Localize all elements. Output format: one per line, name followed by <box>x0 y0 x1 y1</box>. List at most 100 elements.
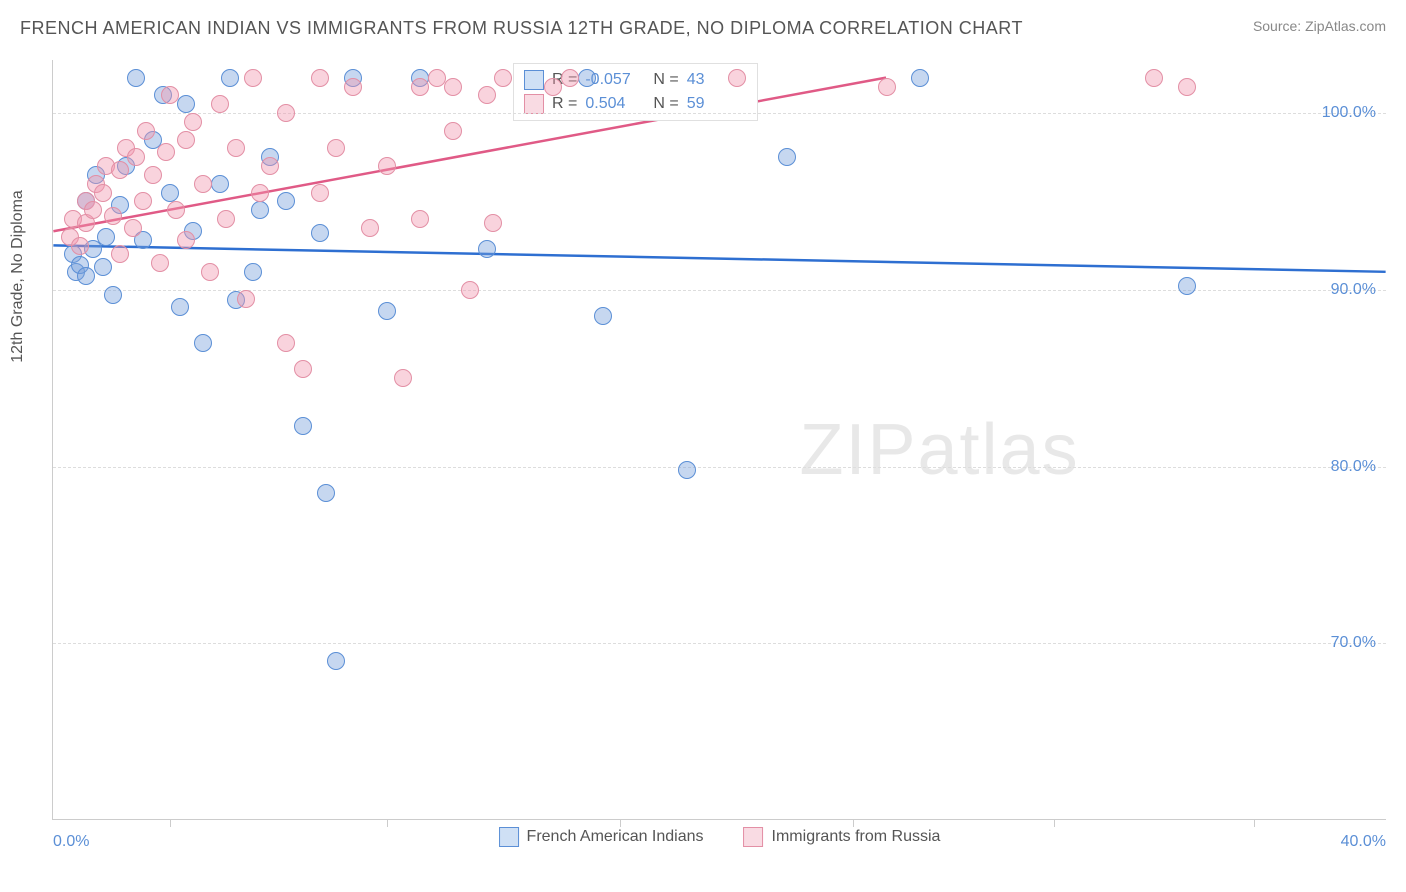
data-point <box>177 131 195 149</box>
data-point <box>411 78 429 96</box>
data-point <box>194 334 212 352</box>
data-point <box>378 157 396 175</box>
data-point <box>728 69 746 87</box>
data-point <box>484 214 502 232</box>
data-point <box>311 69 329 87</box>
data-point <box>478 86 496 104</box>
data-point <box>428 69 446 87</box>
x-axis-min-label: 0.0% <box>53 833 89 851</box>
data-point <box>444 78 462 96</box>
data-point <box>311 184 329 202</box>
data-point <box>124 219 142 237</box>
data-point <box>878 78 896 96</box>
data-point <box>94 184 112 202</box>
legend-swatch <box>524 70 544 90</box>
data-point <box>104 286 122 304</box>
data-point <box>84 201 102 219</box>
data-point <box>144 166 162 184</box>
data-point <box>1145 69 1163 87</box>
data-point <box>161 184 179 202</box>
data-point <box>171 298 189 316</box>
data-point <box>277 192 295 210</box>
gridline <box>53 643 1386 644</box>
legend-swatch <box>744 827 764 847</box>
data-point <box>201 263 219 281</box>
data-point <box>394 369 412 387</box>
legend-label: French American Indians <box>527 828 704 846</box>
data-point <box>157 143 175 161</box>
n-label: N = <box>653 68 678 92</box>
scatter-plot-area: 12th Grade, No Diploma ZIPatlas 0.0% 40.… <box>52 60 1386 820</box>
data-point <box>211 175 229 193</box>
data-point <box>678 461 696 479</box>
data-point <box>177 95 195 113</box>
y-tick-label: 70.0% <box>1331 634 1376 652</box>
data-point <box>211 95 229 113</box>
data-point <box>294 417 312 435</box>
data-point <box>227 139 245 157</box>
data-point <box>177 231 195 249</box>
data-point <box>244 69 262 87</box>
data-point <box>244 263 262 281</box>
data-point <box>167 201 185 219</box>
data-point <box>544 78 562 96</box>
gridline <box>53 113 1386 114</box>
data-point <box>277 334 295 352</box>
data-point <box>94 258 112 276</box>
legend-item: French American Indians <box>499 827 704 847</box>
data-point <box>261 157 279 175</box>
data-point <box>1178 78 1196 96</box>
x-tick <box>1254 819 1255 827</box>
data-point <box>327 139 345 157</box>
data-point <box>251 201 269 219</box>
legend-swatch <box>499 827 519 847</box>
y-tick-label: 90.0% <box>1331 281 1376 299</box>
data-point <box>251 184 269 202</box>
data-point <box>344 78 362 96</box>
x-tick <box>387 819 388 827</box>
series-legend: French American Indians Immigrants from R… <box>499 827 941 847</box>
legend-swatch <box>524 94 544 114</box>
data-point <box>104 207 122 225</box>
x-tick <box>620 819 621 827</box>
data-point <box>97 228 115 246</box>
data-point <box>578 69 596 87</box>
data-point <box>778 148 796 166</box>
data-point <box>77 267 95 285</box>
data-point <box>317 484 335 502</box>
data-point <box>494 69 512 87</box>
x-axis-max-label: 40.0% <box>1341 833 1386 851</box>
data-point <box>561 69 579 87</box>
watermark-atlas: atlas <box>917 410 1079 490</box>
gridline <box>53 467 1386 468</box>
data-point <box>327 652 345 670</box>
data-point <box>277 104 295 122</box>
data-point <box>111 161 129 179</box>
legend-item: Immigrants from Russia <box>744 827 941 847</box>
data-point <box>71 237 89 255</box>
data-point <box>294 360 312 378</box>
y-tick-label: 80.0% <box>1331 458 1376 476</box>
data-point <box>137 122 155 140</box>
data-point <box>221 69 239 87</box>
data-point <box>444 122 462 140</box>
x-tick <box>170 819 171 827</box>
data-point <box>127 69 145 87</box>
data-point <box>478 240 496 258</box>
watermark: ZIPatlas <box>799 409 1079 491</box>
data-point <box>378 302 396 320</box>
legend-label: Immigrants from Russia <box>772 828 941 846</box>
data-point <box>311 224 329 242</box>
data-point <box>237 290 255 308</box>
x-tick <box>1054 819 1055 827</box>
data-point <box>151 254 169 272</box>
data-point <box>134 192 152 210</box>
data-point <box>161 86 179 104</box>
chart-title: FRENCH AMERICAN INDIAN VS IMMIGRANTS FRO… <box>20 18 1023 39</box>
data-point <box>1178 277 1196 295</box>
data-point <box>461 281 479 299</box>
data-point <box>361 219 379 237</box>
data-point <box>594 307 612 325</box>
data-point <box>184 113 202 131</box>
data-point <box>217 210 235 228</box>
